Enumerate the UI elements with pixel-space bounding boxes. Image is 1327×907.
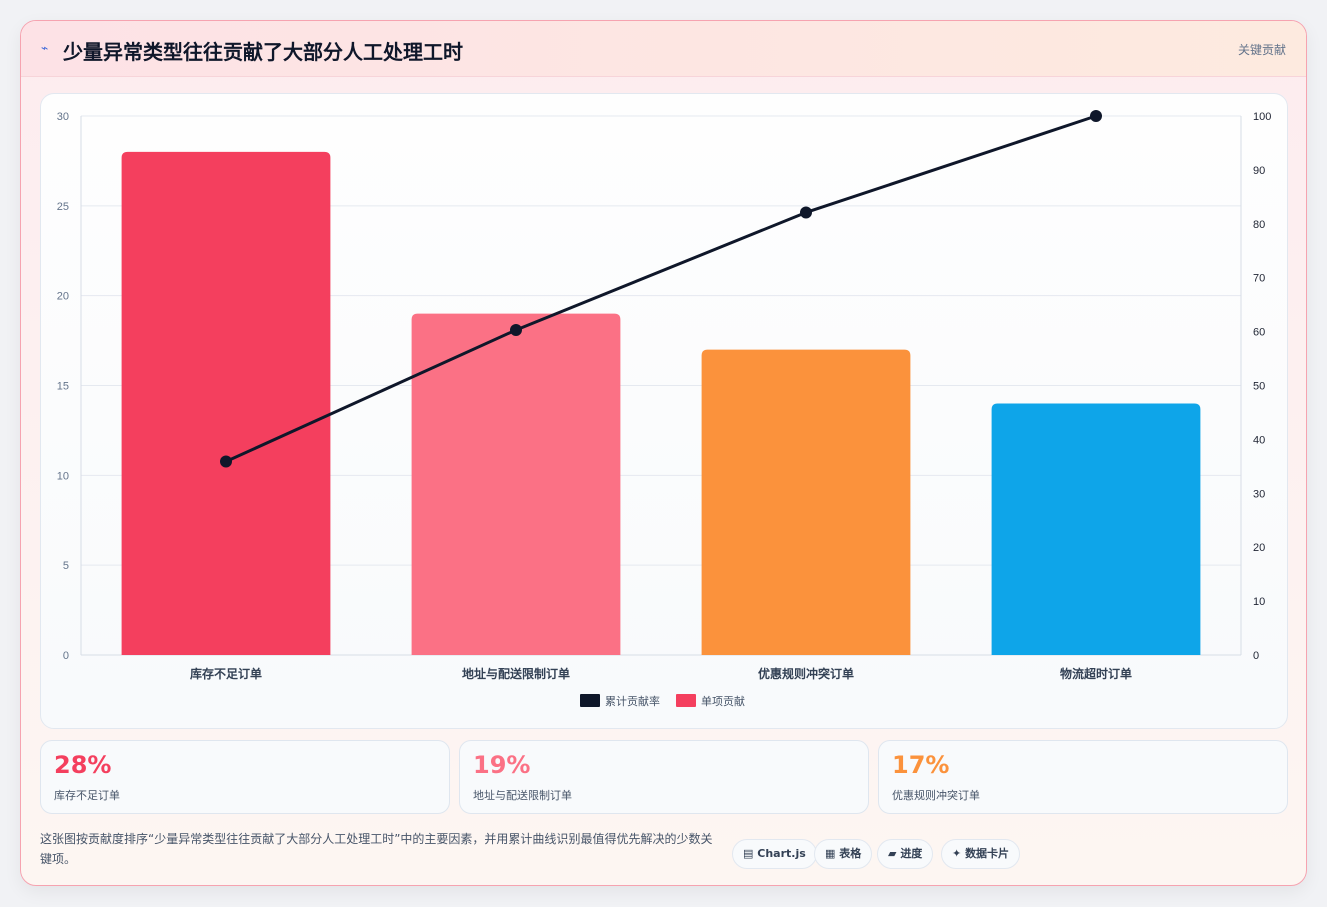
stat-value: 19%	[473, 751, 531, 779]
y-right-tick-label: 70	[1253, 273, 1265, 285]
pareto-chart: 0 5 10 15 20 25 30 0 10 20 30 40 50 60 70 80 90 100 库存不足订单…	[57, 110, 1271, 708]
stat-card: 17% 优惠规则冲突订单	[878, 740, 1288, 814]
pill-data-card[interactable]: ✦ 数据卡片	[941, 839, 1021, 869]
bar	[411, 313, 621, 655]
header-tag: 关键贡献	[1237, 43, 1286, 57]
stat-label: 优惠规则冲突订单	[892, 789, 980, 802]
stat-label: 地址与配送限制订单	[473, 789, 572, 802]
legend-label-cumulative: 累计贡献率	[605, 694, 660, 708]
legend-swatch-single	[676, 694, 696, 707]
cumulative-point	[220, 455, 232, 468]
sparkle-icon: ✦	[952, 847, 962, 860]
y-left-tick-label: 20	[57, 291, 69, 303]
pill-progress[interactable]: ▰ 进度	[877, 839, 934, 869]
bar	[991, 403, 1201, 655]
y-right-tick-label: 80	[1253, 219, 1265, 231]
chart-icon: ▤	[743, 847, 754, 860]
cumulative-point	[800, 206, 812, 219]
y-right-tick-label: 100	[1253, 111, 1271, 123]
chart-panel: 0 5 10 15 20 25 30 0 10 20 30 40 50 60 70 80 90 100 库存不足订单…	[40, 93, 1288, 729]
bar	[701, 349, 911, 655]
y-right-tick-label: 10	[1253, 596, 1265, 608]
pill-label: Chart.js	[757, 847, 806, 860]
pill-label: 数据卡片	[965, 847, 1010, 860]
y-left-tick-label: 30	[57, 111, 69, 123]
stat-label: 库存不足订单	[54, 789, 120, 802]
pill-chartjs[interactable]: ▤ Chart.js	[732, 839, 817, 869]
y-right-tick-label: 0	[1253, 650, 1259, 662]
y-right-tick-label: 90	[1253, 165, 1265, 177]
bar	[121, 151, 331, 655]
stat-card: 19% 地址与配送限制订单	[459, 740, 869, 814]
y-left-tick-label: 0	[63, 650, 69, 662]
x-tick-label: 地址与配送限制订单	[462, 666, 570, 681]
y-right-tick-label: 40	[1253, 434, 1265, 446]
y-left-tick-label: 25	[57, 201, 69, 213]
x-tick-label: 物流超时订单	[1060, 666, 1132, 681]
stat-cards: 28% 库存不足订单 19% 地址与配送限制订单 17% 优惠规则冲突订单	[40, 740, 1288, 814]
legend-label-single: 单项贡献	[701, 694, 745, 708]
y-right-tick-label: 60	[1253, 327, 1265, 339]
y-left-tick-label: 5	[63, 560, 69, 572]
pill-label: 进度	[900, 847, 923, 860]
cumulative-line	[225, 114, 1097, 463]
x-tick-label: 优惠规则冲突订单	[758, 666, 854, 681]
pill-label: 表格	[839, 847, 862, 860]
card-header: ⌁ 少量异常类型往往贡献了大部分人工处理工时 关键贡献	[21, 21, 1306, 77]
progress-icon: ▰	[888, 847, 897, 860]
y-right-tick-label: 20	[1253, 542, 1265, 554]
table-icon: ▦	[825, 847, 836, 860]
card-title: 少量异常类型往往贡献了大部分人工处理工时	[63, 40, 463, 64]
lightning-icon: ⌁	[41, 41, 49, 55]
cumulative-point	[510, 323, 522, 336]
pill-table[interactable]: ▦ 表格	[814, 839, 873, 869]
x-tick-label: 库存不足订单	[190, 666, 262, 681]
insight-card: ⌁ 少量异常类型往往贡献了大部分人工处理工时 关键贡献 0 5 10 15 20 25 30…	[20, 20, 1307, 886]
y-right-tick-label: 30	[1253, 488, 1265, 500]
y-right-tick-label: 50	[1253, 381, 1265, 393]
cumulative-point	[1090, 110, 1102, 122]
stat-card: 28% 库存不足订单	[40, 740, 450, 814]
stat-value: 28%	[54, 751, 112, 779]
legend-swatch-cumulative	[580, 694, 600, 707]
y-left-tick-label: 10	[57, 470, 69, 482]
chart-description: 这张图按贡献度排序“少量异常类型往往贡献了大部分人工处理工时”中的主要因素，并用…	[40, 832, 713, 866]
y-left-tick-label: 15	[57, 381, 69, 393]
stat-value: 17%	[892, 751, 950, 779]
